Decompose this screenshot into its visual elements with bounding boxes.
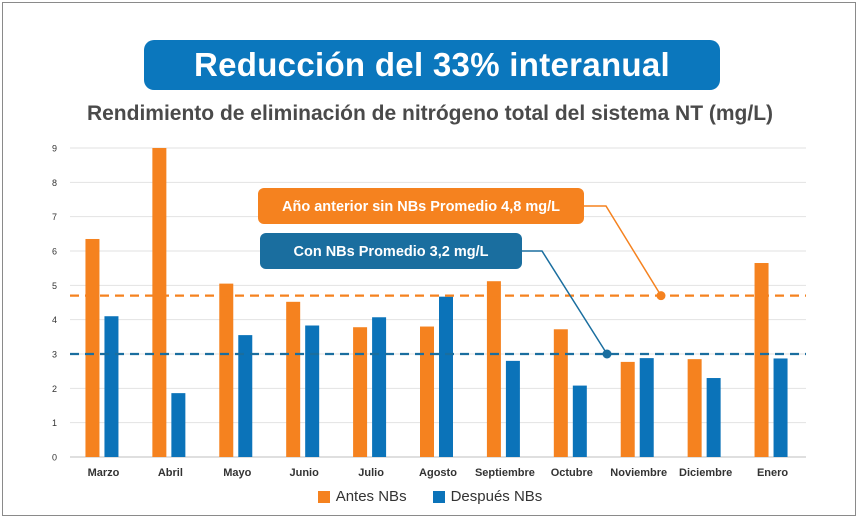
x-tick-label: Julio	[358, 467, 384, 479]
callout-label: Con NBs Promedio 3,2 mg/L	[294, 244, 489, 260]
x-tick-label: Marzo	[88, 467, 120, 479]
bar-despues	[505, 360, 520, 457]
bar-despues	[171, 393, 186, 457]
callout-box	[258, 188, 584, 224]
bar-antes	[219, 283, 234, 457]
bar-despues	[238, 335, 253, 457]
y-tick-label: 0	[52, 453, 57, 463]
bar-antes	[486, 281, 501, 457]
bar-despues	[572, 385, 587, 457]
y-tick-label: 1	[52, 418, 57, 428]
y-tick-label: 3	[52, 350, 57, 360]
bar-antes	[85, 238, 100, 457]
y-tick-label: 7	[52, 212, 57, 222]
y-tick-label: 5	[52, 281, 57, 291]
y-tick-label: 2	[52, 384, 57, 394]
bar-despues	[305, 325, 320, 457]
y-tick-label: 8	[52, 178, 57, 188]
headline-banner: Reducción del 33% interanual	[144, 40, 720, 90]
bar-antes	[687, 359, 702, 457]
callout-leader	[584, 205, 662, 297]
bar-despues	[439, 296, 453, 457]
x-tick-label: Diciembre	[679, 467, 732, 479]
chart-legend: Antes NBs Después NBs	[0, 488, 860, 505]
legend-label-despues: Después NBs	[450, 488, 543, 505]
legend-item-antes: Antes NBs	[317, 488, 407, 505]
bar-despues	[104, 316, 119, 457]
x-tick-label: Enero	[757, 467, 788, 479]
y-tick-label: 6	[52, 247, 57, 257]
x-tick-label: Septiembre	[475, 467, 535, 479]
x-tick-label: Abril	[158, 467, 183, 479]
chart-title: Rendimiento de eliminación de nitrógeno …	[86, 102, 774, 125]
x-tick-label: Junio	[290, 467, 320, 479]
legend-swatch-despues	[432, 490, 445, 503]
x-tick-label: Agosto	[419, 467, 457, 479]
callout-dot	[602, 349, 612, 359]
bar-antes	[620, 361, 635, 457]
callout-dot	[656, 291, 666, 301]
bar-antes	[420, 326, 434, 457]
bar-antes	[553, 329, 568, 457]
y-tick-label: 4	[52, 315, 57, 325]
legend-label-antes: Antes NBs	[335, 488, 407, 505]
bar-despues	[773, 358, 788, 457]
y-tick-label: 9	[52, 144, 57, 154]
bar-antes	[152, 148, 167, 457]
legend-swatch-antes	[317, 490, 330, 503]
callout-leader	[522, 250, 608, 355]
bar-despues	[639, 358, 654, 457]
x-tick-label: Noviembre	[610, 467, 667, 479]
x-tick-label: Mayo	[223, 467, 251, 479]
bar-antes	[353, 327, 368, 457]
callout-label: Año anterior sin NBs Promedio 4,8 mg/L	[282, 199, 560, 215]
x-tick-label: Octubre	[551, 467, 593, 479]
bar-antes	[286, 301, 301, 457]
bar-despues	[706, 378, 721, 457]
callout-box	[260, 233, 522, 269]
bar-despues	[372, 317, 387, 457]
bar-antes	[754, 263, 769, 457]
legend-item-despues: Después NBs	[432, 488, 543, 505]
